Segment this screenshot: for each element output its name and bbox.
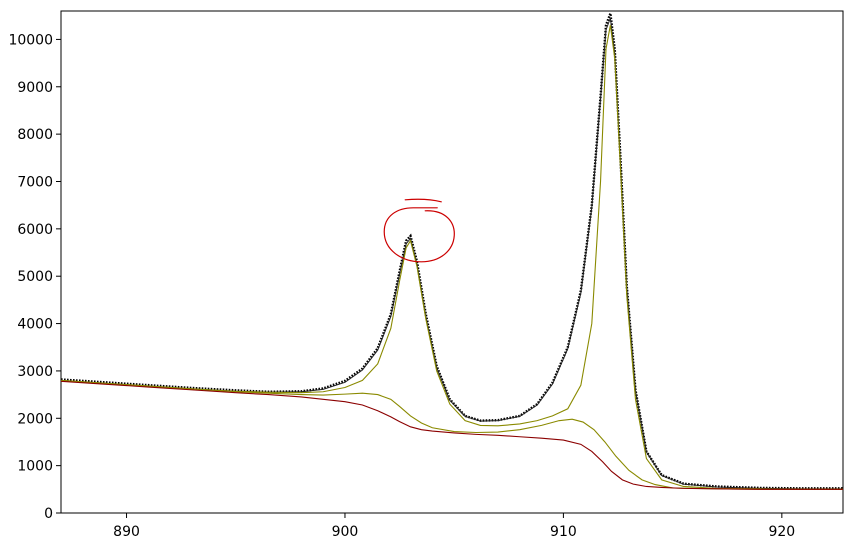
series-background	[60, 380, 843, 490]
x-tick-label: 920	[768, 524, 795, 540]
y-tick-label: 3000	[17, 364, 53, 380]
y-tick-label: 4000	[17, 317, 53, 333]
y-tick-label: 7000	[17, 174, 53, 190]
y-tick-label: 9000	[17, 80, 53, 96]
x-axis: 890 900 910 920	[113, 513, 795, 540]
x-tick-label: 910	[550, 524, 577, 540]
series-layer	[60, 12, 843, 490]
x-tick-label: 900	[332, 524, 359, 540]
series-component	[60, 25, 843, 490]
y-axis: 0 1000 2000 3000 4000 5000 6000 7000 8000 9000 100…	[8, 32, 61, 522]
y-tick-label: 2000	[17, 411, 53, 427]
y-tick-label: 5000	[17, 269, 53, 285]
series-envelope	[60, 17, 843, 490]
x-tick-label: 890	[113, 524, 140, 540]
y-tick-label: 6000	[17, 222, 53, 238]
hand-drawn-circle-annotation	[383, 198, 455, 263]
plot-frame	[60, 10, 844, 514]
annotation-layer	[383, 198, 455, 263]
series-component	[60, 379, 843, 490]
y-tick-label: 8000	[17, 127, 53, 143]
y-tick-label: 1000	[17, 459, 53, 475]
y-tick-label: 0	[44, 506, 53, 522]
y-tick-label: 10000	[8, 32, 53, 48]
